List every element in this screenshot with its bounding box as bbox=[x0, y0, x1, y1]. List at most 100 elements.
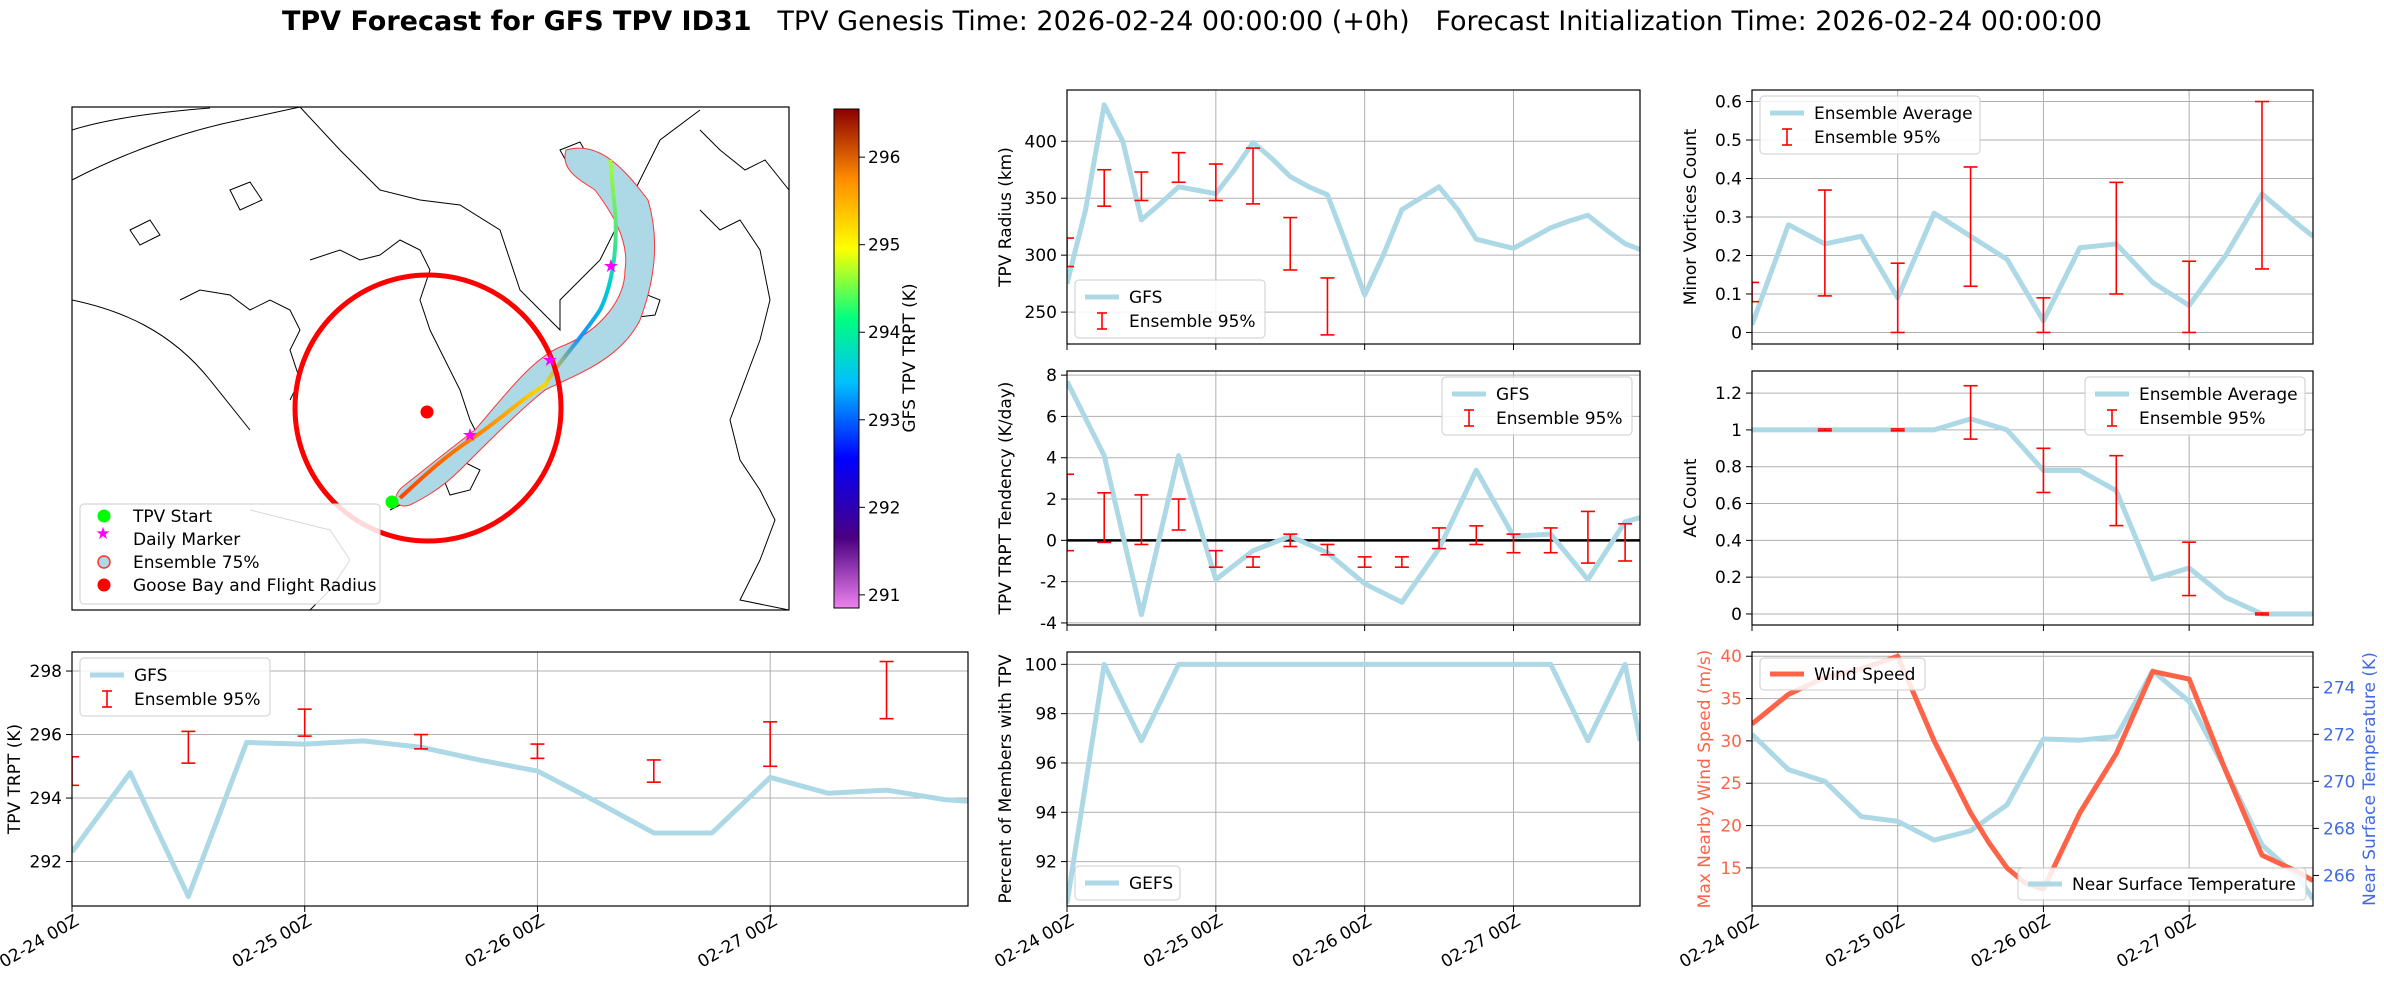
chart-ensemble-errorbar bbox=[1817, 428, 1832, 432]
chart-ytick-label: 8 bbox=[1046, 366, 1057, 386]
colorbar-tick-label: 295 bbox=[868, 236, 900, 256]
chart-frame bbox=[71, 651, 969, 907]
chart-ensemble-errorbar bbox=[1171, 498, 1186, 531]
colorbar-label: GFS TPV TRPT (K) bbox=[900, 283, 920, 432]
chart-ensemble-errorbar bbox=[763, 721, 778, 768]
colorbar-tick-label: 292 bbox=[868, 498, 900, 518]
chart-ensemble-errorbar bbox=[1543, 527, 1558, 554]
colorbar-tick-label: 296 bbox=[868, 148, 900, 168]
chart-ytick-label: 40 bbox=[1720, 647, 1742, 667]
map-ensemble-swath bbox=[395, 147, 656, 507]
map-colorbar: GFS TPV TRPT (K) 291 292 293 294 295 296 bbox=[833, 108, 920, 609]
chart-legend: GFS Ensemble 95% bbox=[1074, 279, 1266, 339]
chart-frame bbox=[1066, 89, 1641, 345]
chart-ytick-label: 0.6 bbox=[1715, 495, 1742, 515]
chart-ensemble-errorbar bbox=[1320, 543, 1335, 556]
map-daily-marker-1: ★ bbox=[462, 425, 478, 446]
chart-ensemble-errorbar bbox=[1283, 216, 1298, 271]
map-daily-marker-3: ★ bbox=[603, 256, 619, 277]
chart-legend: Ensemble Average Ensemble 95% bbox=[2084, 376, 2306, 436]
chart-ytick-label: 0.3 bbox=[1715, 208, 1742, 228]
chart-legend-label: Near Surface Temperature bbox=[2072, 875, 2296, 895]
chart-ytick-label: 2 bbox=[1046, 490, 1057, 510]
chart-ensemble-errorbar bbox=[1963, 166, 1978, 288]
chart-legend: Ensemble Average Ensemble 95% bbox=[1759, 95, 1981, 155]
chart-legend: GFS Ensemble 95% bbox=[79, 657, 271, 717]
chart-gfs-line bbox=[1067, 661, 1640, 904]
chart-ytick-label: 96 bbox=[1035, 754, 1057, 774]
chart-wind: 15 20 25 30 35 40 02-24 00Z 02-25 00Z 02-26 00Z 0… bbox=[1676, 647, 2380, 972]
chart-ytick-label: 0.2 bbox=[1715, 246, 1742, 266]
chart-xtick-label: 02-26 00Z bbox=[462, 911, 548, 972]
chart-ytick-label: 25 bbox=[1720, 774, 1742, 794]
map-goose-bay-marker bbox=[420, 405, 434, 419]
chart-ensemble-errorbar bbox=[879, 660, 894, 720]
chart-ytick2-label: 266 bbox=[2323, 866, 2355, 886]
map-daily-marker-2: ★ bbox=[542, 350, 558, 371]
chart-xtick-label: 02-25 00Z bbox=[229, 911, 315, 972]
chart-ylabel: TPV TRPT Tendency (K/day) bbox=[996, 382, 1016, 616]
figure-title-rest: TPV Genesis Time: 2026-02-24 00:00:00 (+… bbox=[751, 6, 2103, 37]
chart-ytick-label: 300 bbox=[1025, 246, 1057, 266]
chart-xtick-label: 02-27 00Z bbox=[2113, 911, 2199, 972]
chart-ytick-label: 94 bbox=[1035, 803, 1057, 823]
chart-ensemble-errorbar bbox=[2255, 100, 2269, 270]
chart-ylabel: TPV Radius (km) bbox=[996, 147, 1016, 288]
chart-plot-area bbox=[1752, 384, 2313, 617]
chart-ac: 0 0.2 0.4 0.6 0.8 1 1.2 AC Count Ensemble Averag… bbox=[1681, 370, 2314, 631]
chart-ytick-label: 1 bbox=[1731, 421, 1742, 441]
chart-legend-2: Near Surface Temperature bbox=[2017, 867, 2307, 901]
chart-ensemble-errorbar bbox=[1097, 168, 1112, 207]
map-coastline-norway bbox=[699, 129, 789, 191]
chart-frame bbox=[1751, 89, 2314, 345]
chart-legend: GEFS bbox=[1074, 865, 1181, 901]
chart-plot-area bbox=[72, 660, 968, 899]
chart-frame bbox=[1751, 370, 2314, 626]
colorbar-tick-label: 291 bbox=[868, 586, 900, 606]
svg-text:★: ★ bbox=[95, 524, 110, 544]
chart-ensemble-errorbar bbox=[1890, 428, 1905, 432]
chart-ensemble-errorbar bbox=[1432, 527, 1447, 550]
chart-ytick-label: 0 bbox=[1731, 323, 1742, 343]
chart-minor: 0 0.1 0.2 0.3 0.4 0.5 0.6 Minor Vortices Count E… bbox=[1681, 89, 2314, 350]
chart-ensemble-errorbar bbox=[1246, 556, 1261, 568]
chart-ytick-label: -4 bbox=[1040, 614, 1057, 634]
chart-legend-label: Wind Speed bbox=[1814, 665, 1915, 685]
chart-legend-box bbox=[1074, 865, 1181, 901]
chart-temperature-line bbox=[1752, 668, 2313, 901]
chart-ensemble-errorbar bbox=[1580, 510, 1595, 564]
chart-ylabel: Percent of Members with TPV bbox=[996, 654, 1016, 903]
chart-xtick-label: 02-26 00Z bbox=[1289, 911, 1375, 972]
chart-ensemble-errorbar bbox=[1067, 237, 1074, 268]
chart-ensemble-errorbar bbox=[2182, 260, 2197, 334]
chart-ytick-label: 296 bbox=[30, 726, 62, 746]
chart-ytick-label: 294 bbox=[30, 789, 62, 809]
chart-ensemble-errorbar bbox=[1283, 533, 1298, 548]
map-coastline-hudson bbox=[179, 289, 301, 401]
chart-legend-box bbox=[1441, 376, 1633, 436]
chart-plot-area bbox=[1067, 380, 1640, 618]
chart-ytick-label: 0.6 bbox=[1715, 93, 1742, 113]
chart-gfs-line bbox=[72, 738, 968, 899]
chart-xtick-label: 02-24 00Z bbox=[0, 911, 83, 972]
chart-xtick-label: 02-27 00Z bbox=[694, 911, 780, 972]
chart-legend-box bbox=[2084, 376, 2306, 436]
chart-ensemble-errorbar bbox=[1134, 171, 1149, 202]
chart-ensemble-errorbar bbox=[530, 743, 545, 760]
map-coastline-arctic bbox=[72, 107, 301, 181]
chart-ensemble-errorbar bbox=[1963, 384, 1978, 440]
chart-frame bbox=[1066, 651, 1641, 907]
chart-ytick-label: 0 bbox=[1046, 531, 1057, 551]
chart-ytick-label: 0.1 bbox=[1715, 285, 1742, 305]
chart-wind-line bbox=[1752, 653, 2313, 892]
chart-ensemble-errorbar bbox=[2182, 541, 2197, 597]
chart-plot-area bbox=[1752, 100, 2313, 334]
chart-ylabel: Minor Vortices Count bbox=[1681, 128, 1701, 305]
chart-ytick2-label: 272 bbox=[2323, 725, 2355, 745]
chart-ytick-label: 98 bbox=[1035, 705, 1057, 725]
chart-legend-label: GFS bbox=[1496, 385, 1529, 405]
chart-xtick-label: 02-27 00Z bbox=[1438, 911, 1524, 972]
chart-ytick-label: 100 bbox=[1025, 655, 1057, 675]
